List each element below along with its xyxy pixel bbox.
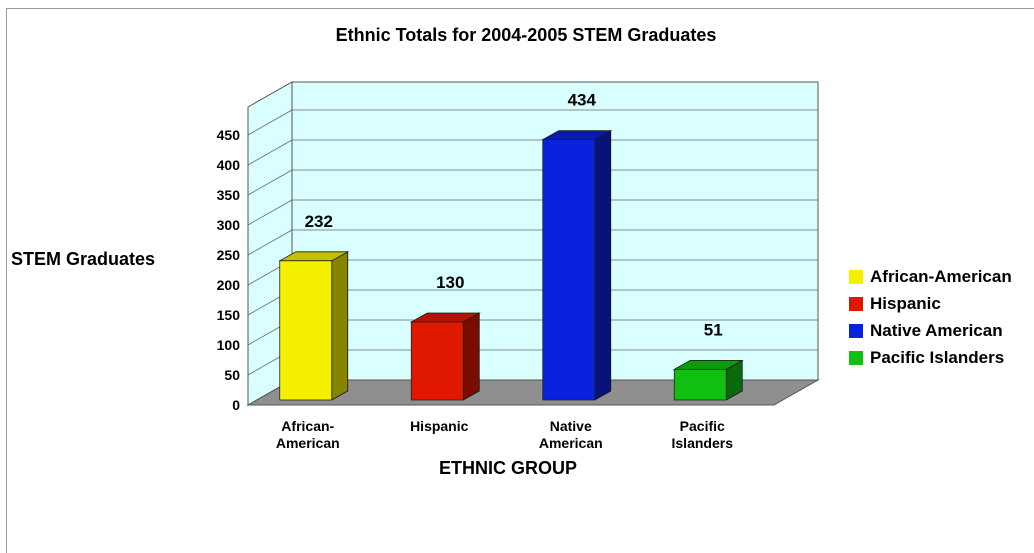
y-tick-label: 0 [232, 397, 240, 413]
chart-title: Ethnic Totals for 2004-2005 STEM Graduat… [336, 25, 717, 45]
y-tick-label: 450 [217, 127, 241, 143]
x-tick-label-line: African- [281, 418, 334, 434]
y-tick-label: 100 [217, 337, 241, 353]
gridline-side [247, 199, 293, 226]
gridline-side [247, 139, 293, 166]
legend-item: Pacific Islanders [849, 344, 1012, 371]
bar [278, 251, 350, 401]
x-tick-label-line: Native [550, 418, 592, 434]
x-axis-label: ETHNIC GROUP [439, 458, 577, 478]
x-tick-label: Pacific Islanders [672, 418, 734, 451]
x-tick-label: Native American [539, 418, 603, 451]
y-axis-label: STEM Graduates [11, 249, 155, 269]
legend-swatch [849, 269, 863, 284]
legend-swatch [849, 350, 863, 365]
y-tick-label: 200 [217, 277, 241, 293]
x-tick-label-line: Pacific [680, 418, 725, 434]
bar-side [331, 251, 349, 401]
legend-item: Native American [849, 317, 1012, 344]
data-label: 232 [305, 212, 333, 231]
legend-item: African-American [849, 263, 1012, 290]
legend-label: Hispanic [870, 293, 941, 313]
bar-side [462, 312, 480, 401]
x-tick-label-line: American [539, 435, 603, 451]
y-tick-label: 300 [217, 217, 241, 233]
data-label: 51 [704, 320, 723, 339]
legend-swatch [849, 323, 863, 338]
gridline-side [247, 229, 293, 256]
bar-side [594, 129, 612, 401]
y-tick-label: 150 [217, 307, 241, 323]
legend-item: Hispanic [849, 290, 1012, 317]
legend-label: African-American [870, 266, 1012, 286]
frame-border [6, 8, 1034, 553]
data-label: 434 [568, 91, 597, 110]
bar [541, 129, 613, 401]
legend-swatch [849, 296, 863, 311]
gridline-side [247, 109, 293, 136]
x-tick-label: Hispanic [410, 418, 469, 434]
legend-label: Native American [870, 320, 1003, 340]
legend: African-American Hispanic Native American P… [849, 263, 1012, 371]
y-tick-label: 400 [217, 157, 241, 173]
legend-label: Pacific Islanders [870, 347, 1005, 367]
y-tick-label: 350 [217, 187, 241, 203]
y-tick-label: 50 [224, 367, 240, 383]
bars [278, 129, 744, 401]
bar-front [410, 321, 464, 401]
bar-front [279, 260, 333, 401]
labels: 050100150200250300350400450232African-Am… [11, 25, 733, 478]
bar-front [673, 368, 727, 401]
chart: 050100150200250300350400450232African-Am… [11, 25, 820, 478]
x-tick-label-line: American [276, 435, 340, 451]
x-tick-label-line: Hispanic [410, 418, 469, 434]
x-tick-label-line: Islanders [672, 435, 734, 451]
x-tick-label: African-American [276, 418, 340, 451]
gridline-side [247, 169, 293, 196]
y-tick-label: 250 [217, 247, 241, 263]
data-label: 130 [436, 273, 464, 292]
bar-front [542, 139, 596, 401]
chart-frame: 0 50 100 150 200 250 300 350 400 450 232 African-Am… [6, 8, 1034, 553]
bar [409, 312, 481, 401]
bar [672, 359, 744, 401]
